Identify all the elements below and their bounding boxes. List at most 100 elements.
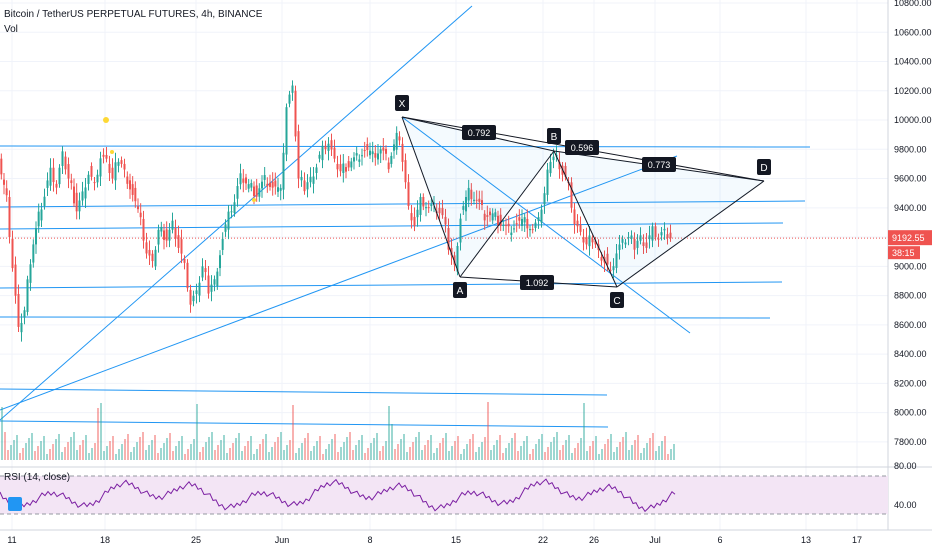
candle-body <box>627 237 630 239</box>
candle-body <box>531 229 534 231</box>
candle-body <box>363 149 366 152</box>
ratio-label: 0.792 <box>468 128 491 138</box>
volume-bar <box>487 402 489 460</box>
volume-bar <box>82 440 84 460</box>
symbol-title[interactable]: Bitcoin / TetherUS PERPETUAL FUTURES, 4h… <box>4 9 263 20</box>
volume-bar <box>220 440 222 460</box>
volume-bar <box>502 453 504 460</box>
candle-body <box>518 217 521 221</box>
volume-bar <box>184 454 186 460</box>
candle-body <box>90 165 93 177</box>
rsi-tick-label: 80.00 <box>894 461 917 471</box>
volume-bar <box>214 450 216 460</box>
ratio-label: 0.773 <box>648 160 671 170</box>
price-tick-label: 8400.00 <box>894 349 927 359</box>
candle-body <box>291 85 294 93</box>
price-tick-label: 8800.00 <box>894 291 927 301</box>
volume-bar <box>643 448 645 460</box>
candle-body <box>81 191 84 201</box>
volume-bar <box>448 451 450 460</box>
volume-bar <box>202 447 204 460</box>
candle-body <box>255 185 258 197</box>
volume-bar <box>49 449 51 460</box>
rsi-tick-label: 40.00 <box>894 500 917 510</box>
candle-body <box>624 242 627 245</box>
volume-bar <box>604 444 606 460</box>
candle-body <box>529 229 531 231</box>
candle-body <box>430 204 433 207</box>
volume-bar <box>493 445 495 460</box>
candle-body <box>505 224 507 226</box>
candle-body <box>93 182 96 184</box>
candle-body <box>419 196 422 215</box>
candle-body <box>210 284 213 292</box>
candle-body <box>336 163 339 170</box>
volume-bar <box>352 450 354 460</box>
volume-bar <box>313 446 315 460</box>
candlesticks <box>0 80 672 342</box>
candle-body <box>618 244 621 250</box>
candle-body <box>64 156 67 170</box>
candle-body <box>366 144 369 150</box>
volume-bar <box>610 434 612 460</box>
volume-bar <box>259 444 261 460</box>
candle-body <box>393 144 395 151</box>
candle-body <box>570 182 573 208</box>
time-tick-label: 26 <box>589 535 599 545</box>
volume-bar <box>307 433 309 460</box>
candle-body <box>288 94 291 104</box>
candle-body <box>11 238 14 269</box>
volume-bar <box>148 445 150 460</box>
horizontal-trend-line <box>0 145 811 148</box>
pattern-point-box <box>547 128 561 144</box>
volume-label[interactable]: Vol <box>4 24 18 35</box>
candle-body <box>282 152 285 190</box>
candle-body <box>462 206 465 210</box>
pattern-point-box <box>610 292 624 308</box>
volume-bar <box>619 442 621 460</box>
candle-body <box>350 161 353 168</box>
volume-bar <box>496 440 498 460</box>
candle-body <box>433 202 435 204</box>
volume-bar <box>310 451 312 460</box>
time-tick-label: 13 <box>801 535 811 545</box>
volume-bar <box>580 438 582 460</box>
volume-bar <box>466 444 468 460</box>
volume-bar <box>295 453 297 460</box>
volume-bar <box>373 438 375 460</box>
volume-bar <box>331 439 333 460</box>
rsi-label[interactable]: RSI (14, close) <box>4 472 71 483</box>
candle-body <box>186 262 189 289</box>
candle-body <box>8 196 11 237</box>
candle-body <box>521 218 523 226</box>
price-tick-label: 9800.00 <box>894 144 927 154</box>
volume-bar <box>622 437 624 460</box>
candle-body <box>427 207 430 209</box>
candle-body <box>534 222 537 229</box>
volume-bar <box>439 443 441 460</box>
volume-bar <box>244 446 246 460</box>
price-tick-label: 9600.00 <box>894 174 927 184</box>
countdown-text: 38:15 <box>892 248 915 258</box>
candle-body <box>70 180 73 184</box>
candle-body <box>137 206 139 210</box>
candle-body <box>87 174 90 184</box>
volume-bar <box>346 437 348 460</box>
volume-bar <box>586 451 588 460</box>
volume-bar <box>637 435 639 460</box>
price-tick-label: 8000.00 <box>894 408 927 418</box>
candle-body <box>669 232 672 239</box>
volume-bar <box>616 447 618 460</box>
volume-bar <box>58 434 60 460</box>
candle-body <box>552 156 555 161</box>
candle-body <box>102 154 105 157</box>
candle-body <box>157 229 160 245</box>
candle-body <box>588 235 591 247</box>
volume-bar <box>391 424 393 460</box>
volume-bar <box>511 438 513 460</box>
candle-body <box>450 247 453 256</box>
candle-body <box>347 161 350 168</box>
candle-body <box>216 271 219 287</box>
candle-body <box>594 240 597 245</box>
